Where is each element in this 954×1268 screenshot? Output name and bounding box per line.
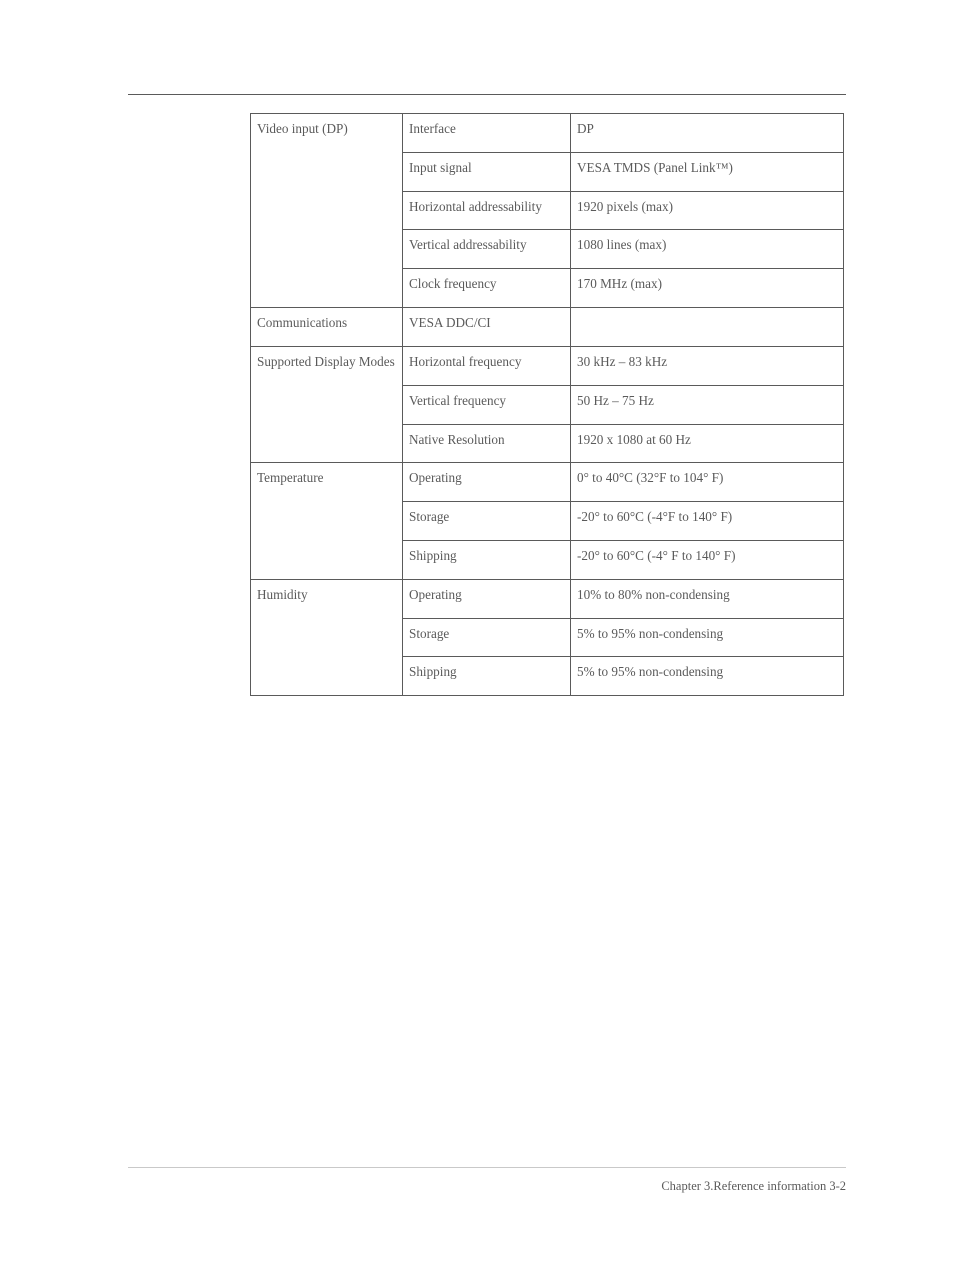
value-cell: -20° to 60°C (-4°F to 140° F) <box>571 502 844 541</box>
attr-cell: Clock frequency <box>403 269 571 308</box>
value-cell: 170 MHz (max) <box>571 269 844 308</box>
specifications-table: Video input (DP) Interface DP Input sign… <box>250 113 844 696</box>
table-row: Humidity Operating 10% to 80% non-conden… <box>251 579 844 618</box>
attr-cell: Storage <box>403 502 571 541</box>
value-cell: 5% to 95% non-condensing <box>571 657 844 696</box>
attr-cell: Native Resolution <box>403 424 571 463</box>
value-cell <box>571 308 844 347</box>
attr-cell: Storage <box>403 618 571 657</box>
value-cell: 10% to 80% non-condensing <box>571 579 844 618</box>
value-cell: 1920 x 1080 at 60 Hz <box>571 424 844 463</box>
value-cell: 30 kHz – 83 kHz <box>571 346 844 385</box>
table-row: Communications VESA DDC/CI <box>251 308 844 347</box>
attr-cell: Input signal <box>403 152 571 191</box>
page: Video input (DP) Interface DP Input sign… <box>0 0 954 1268</box>
attr-cell: VESA DDC/CI <box>403 308 571 347</box>
bottom-rule <box>128 1167 846 1168</box>
table-row: Supported Display Modes Horizontal frequ… <box>251 346 844 385</box>
group-label: Temperature <box>251 463 403 579</box>
value-cell: 1080 lines (max) <box>571 230 844 269</box>
attr-cell: Shipping <box>403 540 571 579</box>
value-cell: -20° to 60°C (-4° F to 140° F) <box>571 540 844 579</box>
table-row: Temperature Operating 0° to 40°C (32°F t… <box>251 463 844 502</box>
top-rule <box>128 94 846 95</box>
group-label: Humidity <box>251 579 403 695</box>
value-cell: 50 Hz – 75 Hz <box>571 385 844 424</box>
value-cell: 5% to 95% non-condensing <box>571 618 844 657</box>
value-cell: DP <box>571 114 844 153</box>
value-cell: VESA TMDS (Panel Link™) <box>571 152 844 191</box>
attr-cell: Horizontal frequency <box>403 346 571 385</box>
group-label: Video input (DP) <box>251 114 403 308</box>
attr-cell: Shipping <box>403 657 571 696</box>
value-cell: 1920 pixels (max) <box>571 191 844 230</box>
attr-cell: Operating <box>403 579 571 618</box>
attr-cell: Operating <box>403 463 571 502</box>
attr-cell: Horizontal addressability <box>403 191 571 230</box>
table-row: Video input (DP) Interface DP <box>251 114 844 153</box>
group-label: Supported Display Modes <box>251 346 403 462</box>
value-cell: 0° to 40°C (32°F to 104° F) <box>571 463 844 502</box>
page-footer: Chapter 3.Reference information 3-2 <box>661 1179 846 1194</box>
group-label: Communications <box>251 308 403 347</box>
attr-cell: Vertical frequency <box>403 385 571 424</box>
attr-cell: Vertical addressability <box>403 230 571 269</box>
attr-cell: Interface <box>403 114 571 153</box>
